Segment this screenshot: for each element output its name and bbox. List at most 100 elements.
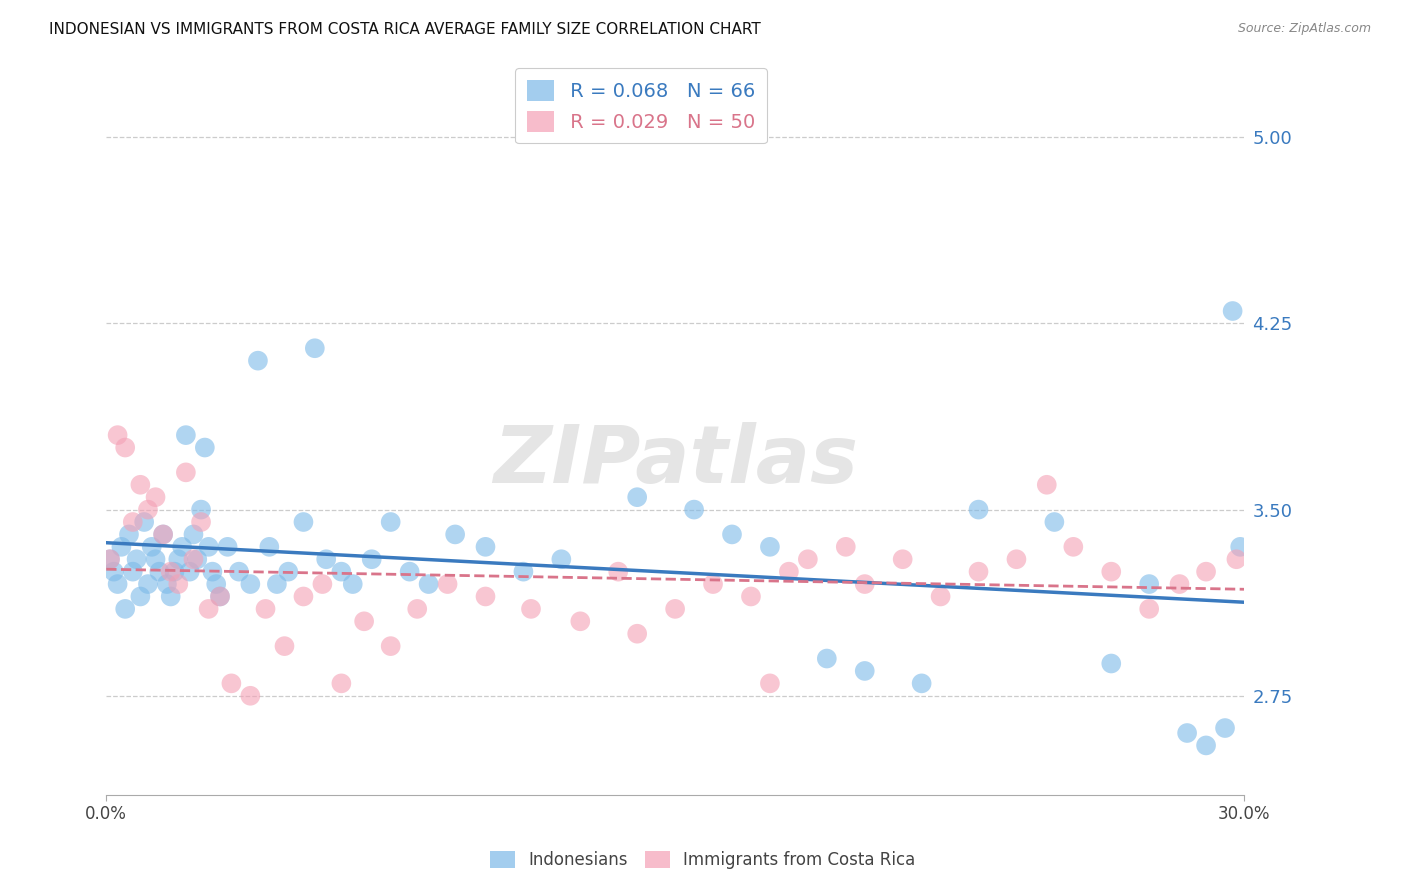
Point <box>152 527 174 541</box>
Point <box>664 602 686 616</box>
Point <box>107 577 129 591</box>
Point <box>398 565 420 579</box>
Point <box>797 552 820 566</box>
Point <box>125 552 148 566</box>
Point <box>929 590 952 604</box>
Point <box>1195 565 1218 579</box>
Point <box>266 577 288 591</box>
Point <box>134 515 156 529</box>
Point <box>702 577 724 591</box>
Point <box>136 502 159 516</box>
Point <box>721 527 744 541</box>
Point <box>759 540 782 554</box>
Point <box>406 602 429 616</box>
Point <box>1225 552 1247 566</box>
Point <box>152 527 174 541</box>
Point <box>342 577 364 591</box>
Point <box>380 515 402 529</box>
Point <box>550 552 572 566</box>
Point <box>569 615 592 629</box>
Point <box>114 602 136 616</box>
Point <box>159 565 181 579</box>
Point <box>98 552 121 566</box>
Point <box>1229 540 1251 554</box>
Point <box>183 527 205 541</box>
Point <box>353 615 375 629</box>
Point <box>136 577 159 591</box>
Point <box>217 540 239 554</box>
Point <box>246 353 269 368</box>
Point <box>194 441 217 455</box>
Point <box>107 428 129 442</box>
Point <box>474 590 496 604</box>
Point <box>330 676 353 690</box>
Point <box>174 428 197 442</box>
Point <box>277 565 299 579</box>
Point <box>967 502 990 516</box>
Point <box>1137 602 1160 616</box>
Point <box>183 552 205 566</box>
Point <box>156 577 179 591</box>
Point <box>1043 515 1066 529</box>
Point <box>273 639 295 653</box>
Point <box>683 502 706 516</box>
Point <box>1222 304 1244 318</box>
Point <box>221 676 243 690</box>
Point <box>167 552 190 566</box>
Point <box>910 676 932 690</box>
Point <box>1175 726 1198 740</box>
Point <box>129 477 152 491</box>
Point <box>315 552 337 566</box>
Point <box>1195 739 1218 753</box>
Point <box>197 602 219 616</box>
Point <box>163 565 186 579</box>
Point <box>1062 540 1084 554</box>
Point <box>380 639 402 653</box>
Point <box>759 676 782 690</box>
Point <box>121 565 143 579</box>
Point <box>129 590 152 604</box>
Point <box>114 441 136 455</box>
Point <box>778 565 800 579</box>
Point <box>118 527 141 541</box>
Point <box>444 527 467 541</box>
Point <box>228 565 250 579</box>
Point <box>626 626 648 640</box>
Point <box>208 590 231 604</box>
Point <box>179 565 201 579</box>
Point <box>174 466 197 480</box>
Point <box>418 577 440 591</box>
Point <box>1137 577 1160 591</box>
Point <box>835 540 858 554</box>
Point <box>197 540 219 554</box>
Point <box>254 602 277 616</box>
Point <box>607 565 630 579</box>
Point <box>1099 565 1122 579</box>
Point <box>98 552 121 566</box>
Point <box>520 602 543 616</box>
Text: ZIPatlas: ZIPatlas <box>492 423 858 500</box>
Point <box>967 565 990 579</box>
Point <box>148 565 170 579</box>
Point <box>853 664 876 678</box>
Point <box>190 502 212 516</box>
Point <box>853 577 876 591</box>
Point <box>1005 552 1028 566</box>
Point <box>167 577 190 591</box>
Point <box>1168 577 1191 591</box>
Point <box>141 540 163 554</box>
Point <box>205 577 228 591</box>
Point <box>172 540 194 554</box>
Point <box>474 540 496 554</box>
Point <box>110 540 132 554</box>
Point <box>103 565 125 579</box>
Point <box>145 490 167 504</box>
Point <box>121 515 143 529</box>
Point <box>239 577 262 591</box>
Point <box>159 590 181 604</box>
Point <box>740 590 762 604</box>
Point <box>891 552 914 566</box>
Point <box>304 341 326 355</box>
Point <box>190 515 212 529</box>
Point <box>1099 657 1122 671</box>
